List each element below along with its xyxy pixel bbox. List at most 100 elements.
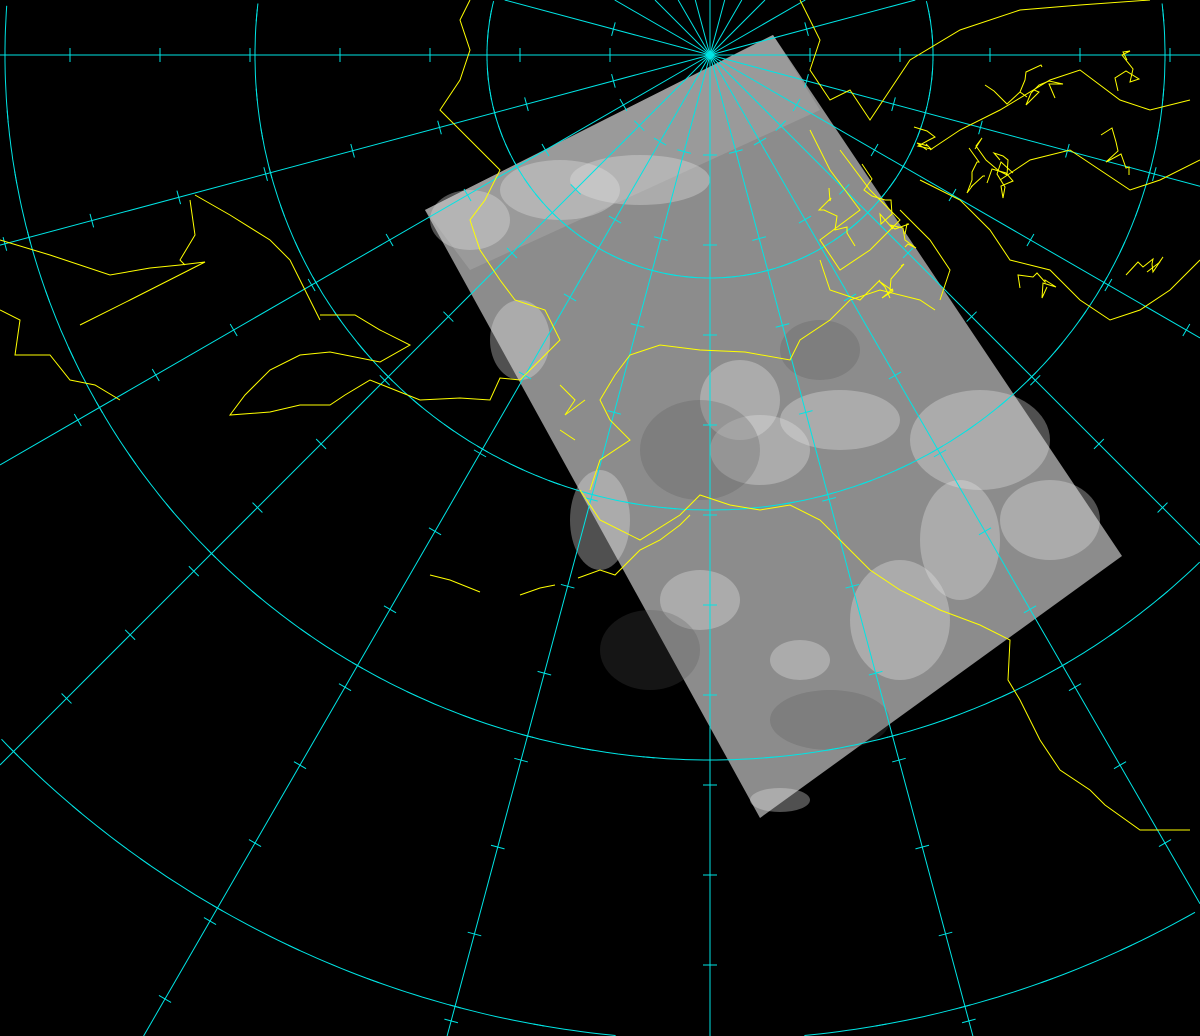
coastline bbox=[194, 194, 321, 321]
meridian-tick bbox=[843, 293, 857, 302]
parallel-tick bbox=[642, 756, 655, 759]
meridian-tick bbox=[383, 605, 397, 614]
parallel-tick bbox=[1162, 88, 1165, 101]
meridian-tick bbox=[630, 323, 645, 328]
parallel-tick bbox=[251, 590, 262, 600]
coastline-island bbox=[1025, 80, 1064, 106]
coastline bbox=[0, 309, 121, 401]
meridian-line bbox=[0, 54, 711, 466]
parallel-circle bbox=[710, 0, 934, 279]
meridian-tick bbox=[385, 233, 394, 247]
meridian-tick bbox=[619, 98, 628, 112]
meridian-tick bbox=[514, 757, 528, 763]
parallel-tick bbox=[783, 501, 796, 505]
meridian-tick bbox=[252, 502, 263, 513]
meridian-line bbox=[143, 54, 711, 1036]
meridian-tick bbox=[1093, 438, 1105, 450]
coastline-island bbox=[966, 147, 985, 194]
dark-area bbox=[780, 320, 860, 380]
parallel-tick bbox=[300, 628, 311, 637]
meridian-tick bbox=[350, 143, 355, 158]
parallel-tick bbox=[1158, 590, 1169, 600]
parallel-circle bbox=[804, 911, 1196, 1036]
parallel-tick bbox=[1135, 204, 1141, 217]
coastline bbox=[929, 69, 1191, 151]
meridian-tick bbox=[2, 237, 8, 251]
parallel-tick bbox=[504, 143, 511, 155]
meridian-line bbox=[654, 0, 711, 56]
meridian-line bbox=[504, 0, 711, 56]
parallel-tick bbox=[357, 342, 366, 353]
meridian-line bbox=[709, 0, 806, 56]
parallel-tick bbox=[576, 233, 588, 242]
swath-background bbox=[425, 35, 1122, 818]
coastlines bbox=[0, 0, 1200, 831]
parallel-tick bbox=[165, 503, 175, 514]
parallel-tick bbox=[1120, 944, 1132, 951]
meridian-tick bbox=[1104, 278, 1113, 292]
coastline bbox=[179, 199, 196, 266]
parallel-tick bbox=[896, 464, 908, 471]
meridian-tick bbox=[948, 188, 957, 202]
parallel-tick bbox=[488, 10, 492, 23]
coastline-island bbox=[986, 161, 1014, 199]
coastline bbox=[559, 384, 586, 416]
parallel-tick bbox=[945, 714, 957, 721]
parallel-tick bbox=[512, 464, 524, 471]
parallel-tick bbox=[997, 399, 1008, 408]
parallel-tick bbox=[917, 125, 923, 138]
meridian-tick bbox=[978, 527, 992, 536]
meridian-tick bbox=[1113, 761, 1127, 770]
coastline-island bbox=[1100, 127, 1130, 175]
meridian-line bbox=[709, 54, 1200, 546]
meridian-tick bbox=[775, 120, 787, 132]
meridian-tick bbox=[611, 73, 616, 88]
meridian-tick bbox=[798, 410, 813, 415]
parallel-tick bbox=[664, 507, 677, 510]
meridian-tick bbox=[608, 215, 622, 224]
parallel-tick bbox=[523, 177, 532, 189]
meridian-tick bbox=[753, 137, 767, 146]
meridian-tick bbox=[728, 149, 743, 154]
parallel-tick bbox=[534, 193, 544, 204]
meridian-tick bbox=[188, 565, 200, 577]
parallel-tick bbox=[875, 1023, 888, 1027]
meridian-tick bbox=[653, 236, 668, 241]
meridian-line bbox=[709, 0, 726, 56]
meridian-tick bbox=[490, 844, 505, 850]
dark-area bbox=[600, 610, 700, 690]
parallel-tick bbox=[780, 262, 793, 268]
parallel-tick bbox=[333, 310, 342, 322]
meridian-tick bbox=[151, 368, 160, 382]
coastline bbox=[559, 429, 576, 441]
parallel-tick bbox=[848, 221, 859, 231]
meridian-tick bbox=[933, 449, 947, 458]
coastline bbox=[999, 149, 1200, 191]
parallel-tick bbox=[765, 756, 778, 759]
meridian-tick bbox=[158, 995, 172, 1003]
parallel-tick bbox=[928, 87, 932, 100]
parallel-tick bbox=[826, 747, 839, 751]
meridian-tick bbox=[338, 683, 352, 692]
parallel-tick bbox=[406, 690, 418, 697]
cloud-feature bbox=[490, 300, 550, 380]
meridian-tick bbox=[124, 629, 136, 641]
parallel-tick bbox=[1109, 628, 1120, 637]
meridian-tick bbox=[1158, 839, 1172, 848]
meridian-tick bbox=[888, 371, 902, 380]
parallel-circle bbox=[1, 738, 616, 1036]
dark-area bbox=[640, 400, 760, 500]
meridian-line bbox=[614, 0, 711, 56]
parallel-tick bbox=[888, 177, 897, 189]
parallel-tick bbox=[859, 480, 872, 486]
parallel-tick bbox=[665, 273, 678, 277]
meridian-tick bbox=[307, 278, 316, 292]
coastline bbox=[577, 514, 691, 579]
parallel-tick bbox=[71, 805, 82, 814]
meridian-tick bbox=[1068, 683, 1082, 692]
parallel-tick bbox=[1041, 978, 1053, 984]
parallel-tick bbox=[443, 423, 455, 432]
